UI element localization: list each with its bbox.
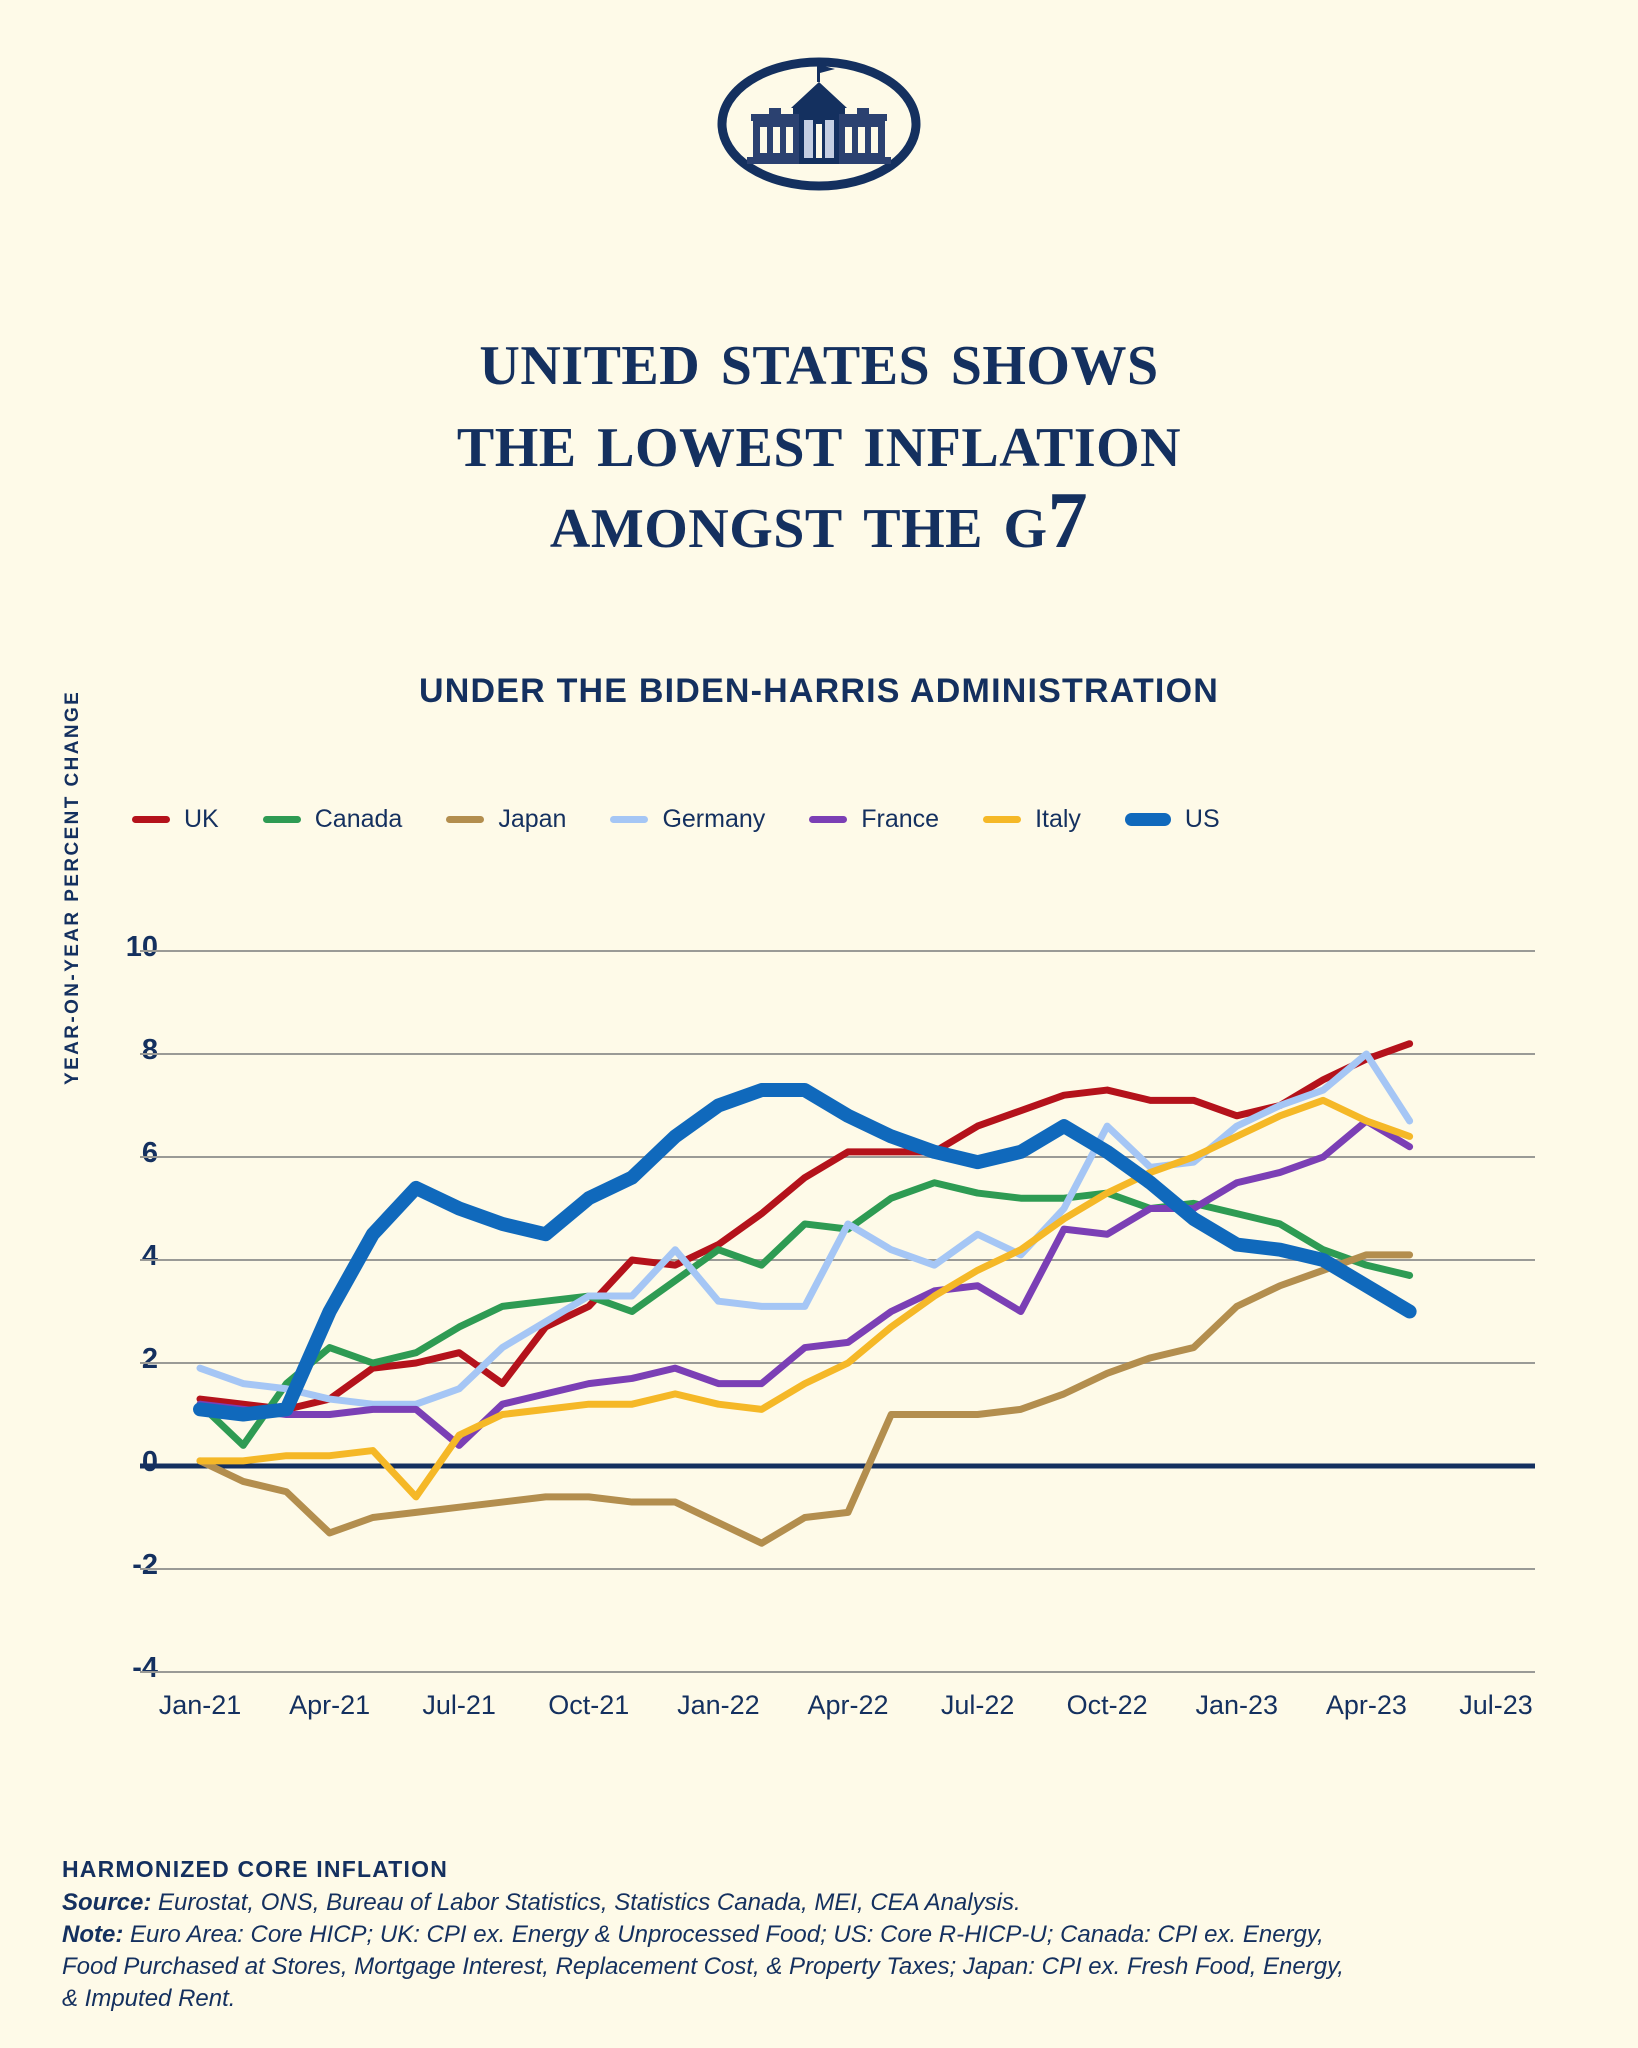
y-axis-ticks: 10 8 6 4 2 0 -2 -4 [88, 0, 158, 2048]
x-tick-label-oct-22: Oct-22 [1066, 1690, 1148, 1720]
y-tick-label-2: 2 [141, 1343, 158, 1375]
y-tick-label-10: 10 [125, 931, 158, 963]
x-tick-label-jul-22: Jul-22 [940, 1690, 1015, 1720]
footnote-note: Note: Euro Area: Core HICP; UK: CPI ex. … [62, 1919, 1362, 2015]
legend-label: Japan [498, 805, 567, 833]
source-label: Source: [62, 1889, 152, 1916]
page-title: United States Shows the Lowest Inflation… [0, 314, 1638, 566]
legend-swatch-icon [446, 816, 485, 823]
legend-item-germany[interactable]: Germany [610, 805, 765, 834]
y-tick-label--4: -4 [132, 1652, 158, 1684]
legend-label: France [861, 805, 940, 833]
legend-label: Canada [314, 805, 403, 833]
legend-item-canada[interactable]: Canada [262, 805, 403, 834]
chart-legend: UK Canada Japan Germany France Italy US [132, 805, 1512, 834]
legend-swatch-icon [610, 816, 649, 823]
x-tick-label-apr-23: Apr-23 [1325, 1690, 1407, 1720]
title-line-1: United States Shows [479, 314, 1159, 402]
footnote-source: Source: Eurostat, ONS, Bureau of Labor S… [62, 1887, 1362, 1919]
note-text: Euro Area: Core HICP; UK: CPI ex. Energy… [62, 1920, 1344, 2012]
legend-label: UK [184, 805, 219, 833]
x-axis-ticks: Jan-21 Apr-21 Jul-21 Oct-21 Jan-22 Apr-22 Jul-… [0, 1690, 1638, 1730]
footnote-title: HARMONIZED CORE INFLATION [62, 1856, 449, 1882]
x-tick-label-jul-23: Jul-23 [1459, 1690, 1533, 1720]
chart-footnote: HARMONIZED CORE INFLATION Source: Eurost… [62, 1856, 1362, 2015]
legend-swatch-icon [983, 816, 1022, 823]
y-axis-label: YEAR-ON-YEAR PERCENT CHANGE [62, 689, 83, 1085]
legend-swatch-icon [809, 816, 848, 823]
y-tick-label-6: 6 [141, 1137, 158, 1169]
legend-label: Italy [1035, 805, 1081, 833]
y-tick-label-8: 8 [141, 1034, 158, 1066]
x-tick-label-jan-22: Jan-22 [677, 1690, 760, 1720]
white-house-seal-icon [717, 57, 921, 191]
legend-swatch-icon [1124, 813, 1171, 826]
y-tick-label-0: 0 [141, 1446, 158, 1478]
note-label: Note: [62, 1920, 124, 1948]
source-text: Eurostat, ONS, Bureau of Labor Statistic… [151, 1889, 1021, 1916]
legend-item-uk[interactable]: UK [132, 805, 219, 834]
y-tick-label-4: 4 [141, 1240, 158, 1272]
legend-item-us[interactable]: US [1124, 805, 1220, 834]
legend-swatch-icon [132, 816, 170, 823]
page-subtitle: UNDER THE BIDEN-HARRIS ADMINISTRATION [419, 672, 1219, 710]
series-line-japan [196, 1251, 1414, 1547]
x-tick-label-jan-23: Jan-23 [1195, 1690, 1279, 1720]
series-line-canada [196, 1179, 1414, 1449]
legend-swatch-icon [262, 816, 301, 823]
series-line-us [193, 1083, 1417, 1422]
legend-item-japan[interactable]: Japan [446, 805, 566, 834]
title-line-2: the Lowest Inflation [456, 395, 1182, 484]
legend-item-italy[interactable]: Italy [983, 805, 1081, 834]
white-house-logo [0, 52, 1638, 197]
x-tick-label-jan-21: Jan-21 [158, 1690, 242, 1720]
series-line-germany [196, 1050, 1414, 1408]
legend-item-france[interactable]: France [809, 805, 939, 834]
y-tick-label--2: -2 [132, 1549, 158, 1581]
x-tick-label-jul-21: Jul-21 [422, 1690, 496, 1720]
legend-label: Germany [662, 805, 766, 833]
title-line-3: Amongst the G7 [549, 477, 1089, 566]
x-tick-label-apr-21: Apr-21 [289, 1690, 371, 1720]
series-line-france [196, 1117, 1414, 1449]
legend-label: US [1184, 805, 1220, 833]
x-tick-label-apr-22: Apr-22 [807, 1690, 889, 1720]
series-line-uk [196, 1040, 1414, 1413]
x-tick-label-oct-21: Oct-21 [548, 1690, 630, 1720]
series-line-italy [196, 1096, 1414, 1501]
